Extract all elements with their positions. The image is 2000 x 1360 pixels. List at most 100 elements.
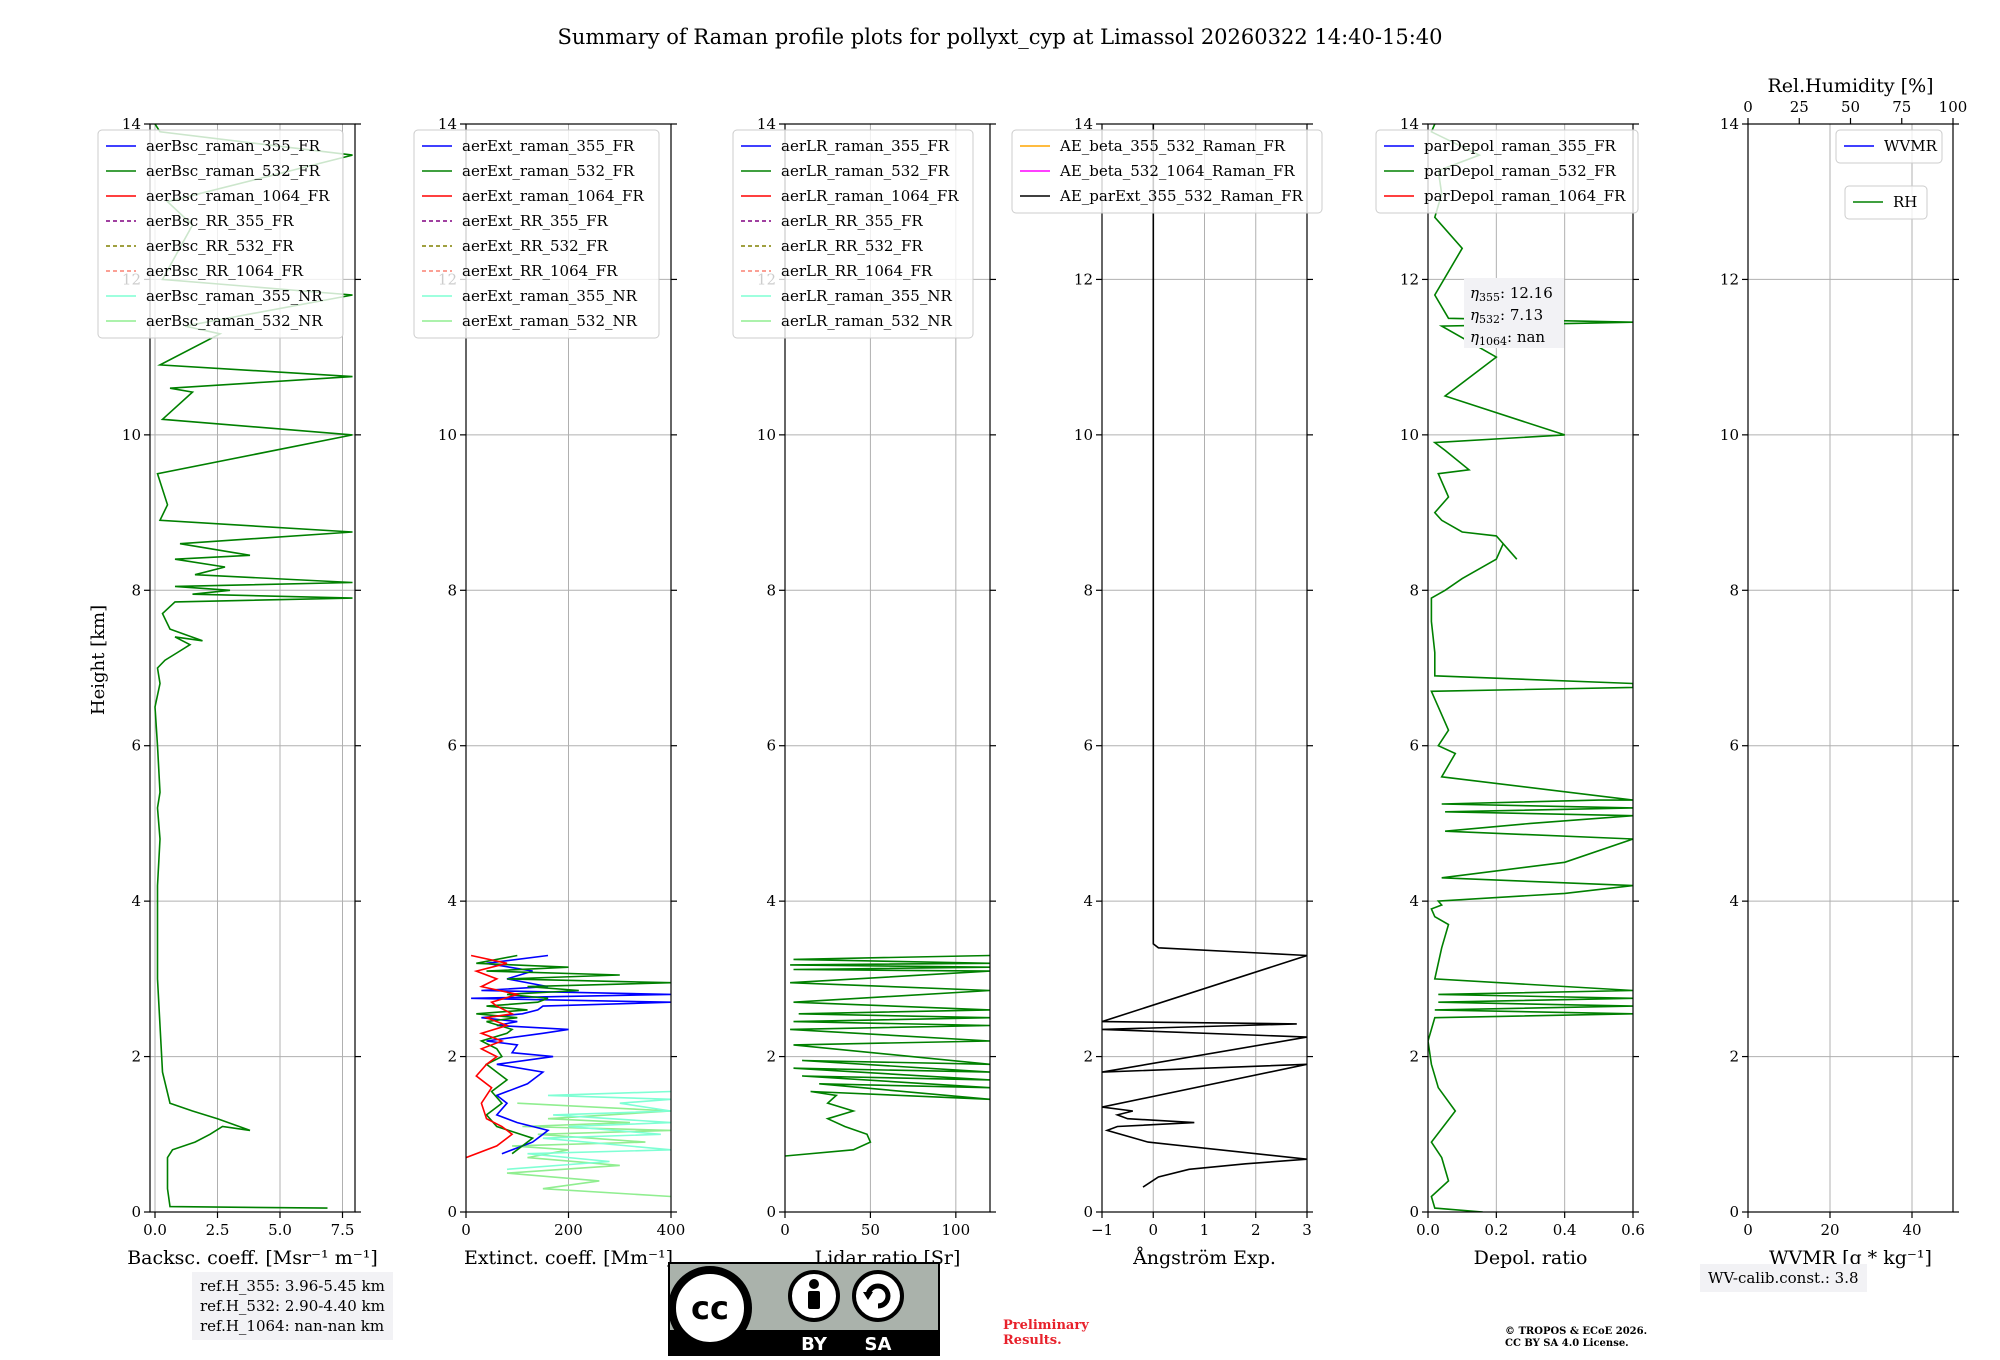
xtick-label: 2 bbox=[1251, 1221, 1261, 1239]
series-AE_parExt_355_532_Raman_FR bbox=[1102, 124, 1307, 1188]
legend-entry: aerLR_RR_1064_FR bbox=[781, 262, 933, 280]
panel-lr: 02468101214050100Lidar ratio [Sr]aerLR_r… bbox=[732, 115, 996, 1269]
ytick-label: 6 bbox=[1409, 737, 1419, 755]
xtick-label: 100 bbox=[942, 1221, 971, 1239]
ytick-label: 10 bbox=[1400, 426, 1419, 444]
legend-box bbox=[1011, 129, 1323, 214]
legend-entry: aerBsc_raman_355_FR bbox=[146, 137, 321, 155]
xtick-label: 1 bbox=[1200, 1221, 1210, 1239]
legend-entry: aerLR_raman_355_FR bbox=[781, 137, 950, 155]
xtick-label: 0.0 bbox=[1416, 1221, 1440, 1239]
legend-entry: AE_beta_355_532_Raman_FR bbox=[1059, 137, 1286, 155]
legend-ext: aerExt_raman_355_FR aerExt_raman_532_FRae… bbox=[413, 129, 660, 339]
cc-license-badge: cc BY SA bbox=[668, 1262, 940, 1356]
share-alike-icon bbox=[852, 1270, 904, 1322]
ytick-label: 0 bbox=[447, 1203, 457, 1221]
top-x-axis-label: Rel.Humidity [%] bbox=[1767, 75, 1933, 97]
xtick-label: 2.5 bbox=[206, 1221, 230, 1239]
wv-calibration-note: WV-calib.const.: 3.8 bbox=[1700, 1264, 1867, 1292]
legend-entry: parDepol_raman_355_FR bbox=[1424, 137, 1617, 155]
ytick-label: 8 bbox=[766, 581, 776, 599]
x-axis-label: Ångström Exp. bbox=[1132, 1247, 1276, 1269]
legend-entry: aerExt_raman_1064_FR bbox=[462, 187, 644, 205]
ytick-label: 4 bbox=[447, 892, 457, 910]
legend-entry: aerExt_raman_355_NR bbox=[462, 287, 638, 305]
y-axis-label: Height [km] bbox=[88, 605, 109, 715]
ytick-label: 6 bbox=[1083, 737, 1093, 755]
ytick-label: 0 bbox=[1083, 1203, 1093, 1221]
ytick-label: 0 bbox=[1409, 1203, 1419, 1221]
legend-entry: aerBsc_raman_532_FR bbox=[146, 162, 321, 180]
xtick-label: 0.4 bbox=[1553, 1221, 1577, 1239]
ytick-label: 6 bbox=[766, 737, 776, 755]
xtick-label: 0.6 bbox=[1621, 1221, 1645, 1239]
ytick-label: 8 bbox=[1083, 581, 1093, 599]
reference-height-note: ref.H_355: 3.96-5.45 km ref.H_532: 2.90-… bbox=[192, 1272, 393, 1340]
ytick-label: 6 bbox=[447, 737, 457, 755]
series-aerExt_raman_532_FR bbox=[476, 954, 671, 1155]
series-aerExt_raman_1064_FR bbox=[466, 954, 521, 1159]
legend-entry: aerExt_raman_532_FR bbox=[462, 162, 635, 180]
legend-entry: aerLR_raman_532_NR bbox=[781, 312, 952, 330]
legend-entry: parDepol_raman_1064_FR bbox=[1424, 187, 1626, 205]
legend-entry: AE_beta_532_1064_Raman_FR bbox=[1059, 162, 1295, 180]
xtick-label: 0 bbox=[780, 1221, 790, 1239]
ytick-label: 10 bbox=[1074, 426, 1093, 444]
ytick-label: 6 bbox=[1729, 737, 1739, 755]
legend-entry: RH bbox=[1893, 193, 1917, 211]
ytick-label: 14 bbox=[1720, 115, 1739, 133]
annotation-line: η355: 12.16 bbox=[1470, 284, 1553, 304]
ytick-label: 2 bbox=[1083, 1048, 1093, 1066]
ytick-label: 4 bbox=[131, 892, 141, 910]
legend-entry: aerLR_raman_1064_FR bbox=[781, 187, 959, 205]
ytick-label: 14 bbox=[438, 115, 457, 133]
eta-symbol: η bbox=[1470, 328, 1479, 346]
legend-entry: aerBsc_RR_1064_FR bbox=[146, 262, 304, 280]
legend-lr: aerLR_raman_355_FR aerLR_raman_532_FR aerL… bbox=[732, 129, 974, 339]
axes-frame bbox=[1427, 123, 1634, 1213]
xtick-label: 3 bbox=[1302, 1221, 1312, 1239]
ytick-label: 2 bbox=[447, 1048, 457, 1066]
ytick-label: 8 bbox=[447, 581, 457, 599]
legend-entry: aerBsc_RR_532_FR bbox=[146, 237, 294, 255]
ytick-label: 12 bbox=[1400, 270, 1419, 288]
axes-frame bbox=[784, 123, 991, 1213]
eta-subscript: 1064 bbox=[1479, 335, 1507, 348]
ytick-label: 10 bbox=[122, 426, 141, 444]
ytick-label: 4 bbox=[1729, 892, 1739, 910]
xtick-label: 0 bbox=[1743, 1221, 1753, 1239]
eta-subscript: 532 bbox=[1479, 313, 1500, 326]
ytick-label: 4 bbox=[1083, 892, 1093, 910]
ytick-label: 14 bbox=[1400, 115, 1419, 133]
ytick-label: 14 bbox=[1074, 115, 1093, 133]
series-aerExt_raman_532_NR bbox=[506, 1102, 671, 1198]
ytick-label: 8 bbox=[1729, 581, 1739, 599]
ytick-label: 2 bbox=[1729, 1048, 1739, 1066]
legend-entry: aerLR_raman_355_NR bbox=[781, 287, 952, 305]
series-aerExt_raman_355_FR bbox=[471, 954, 671, 1155]
xtick-label: 200 bbox=[554, 1221, 583, 1239]
cc-logo-icon bbox=[668, 1266, 752, 1350]
ytick-label: 12 bbox=[1074, 270, 1093, 288]
legend-entry: aerExt_raman_532_NR bbox=[462, 312, 638, 330]
legend-entry: aerExt_raman_355_FR bbox=[462, 137, 635, 155]
legend-entry: aerExt_RR_1064_FR bbox=[462, 262, 618, 280]
annotation-line: η532: 7.13 bbox=[1470, 306, 1543, 326]
legend-entry: AE_parExt_355_532_Raman_FR bbox=[1059, 187, 1304, 205]
xtick-label: 7.5 bbox=[331, 1221, 355, 1239]
legend-box bbox=[732, 129, 974, 339]
ytick-label: 14 bbox=[757, 115, 776, 133]
svg-text:cc: cc bbox=[691, 1289, 729, 1327]
top-xtick-label: 25 bbox=[1790, 98, 1809, 116]
ytick-label: 10 bbox=[1720, 426, 1739, 444]
legend-entry: WVMR bbox=[1884, 137, 1938, 155]
ytick-label: 4 bbox=[1409, 892, 1419, 910]
copyright-note: © TROPOS & ECoE 2026. CC BY SA 4.0 Licen… bbox=[1505, 1326, 1648, 1349]
legend-box bbox=[1835, 129, 1943, 164]
series-aerLR_raman_532_FR bbox=[785, 954, 990, 1157]
xtick-label: 40 bbox=[1902, 1221, 1921, 1239]
x-axis-label: Backsc. coeff. [Msr⁻¹ m⁻¹] bbox=[127, 1247, 378, 1269]
